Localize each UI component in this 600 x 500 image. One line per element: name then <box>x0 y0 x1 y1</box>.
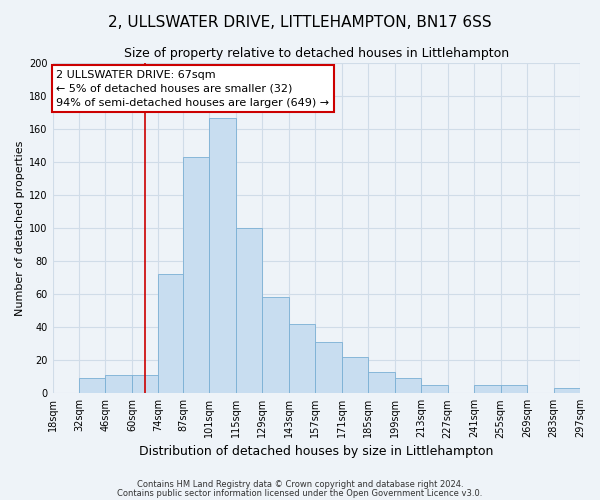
Bar <box>79 378 106 393</box>
Bar <box>395 378 421 393</box>
Bar <box>106 375 132 393</box>
Bar <box>342 357 368 393</box>
Y-axis label: Number of detached properties: Number of detached properties <box>15 140 25 316</box>
Bar <box>158 274 183 393</box>
Bar <box>554 388 580 393</box>
Bar <box>262 298 289 393</box>
Bar <box>183 157 209 393</box>
Bar <box>209 118 236 393</box>
Bar <box>474 385 500 393</box>
Title: Size of property relative to detached houses in Littlehampton: Size of property relative to detached ho… <box>124 48 509 60</box>
Bar <box>316 342 342 393</box>
Bar <box>132 375 158 393</box>
Bar <box>500 385 527 393</box>
Text: Contains HM Land Registry data © Crown copyright and database right 2024.: Contains HM Land Registry data © Crown c… <box>137 480 463 489</box>
Bar <box>236 228 262 393</box>
Text: Contains public sector information licensed under the Open Government Licence v3: Contains public sector information licen… <box>118 488 482 498</box>
Text: 2, ULLSWATER DRIVE, LITTLEHAMPTON, BN17 6SS: 2, ULLSWATER DRIVE, LITTLEHAMPTON, BN17 … <box>108 15 492 30</box>
Bar <box>421 385 448 393</box>
Bar <box>368 372 395 393</box>
Text: 2 ULLSWATER DRIVE: 67sqm
← 5% of detached houses are smaller (32)
94% of semi-de: 2 ULLSWATER DRIVE: 67sqm ← 5% of detache… <box>56 70 329 108</box>
Bar <box>289 324 316 393</box>
X-axis label: Distribution of detached houses by size in Littlehampton: Distribution of detached houses by size … <box>139 444 493 458</box>
